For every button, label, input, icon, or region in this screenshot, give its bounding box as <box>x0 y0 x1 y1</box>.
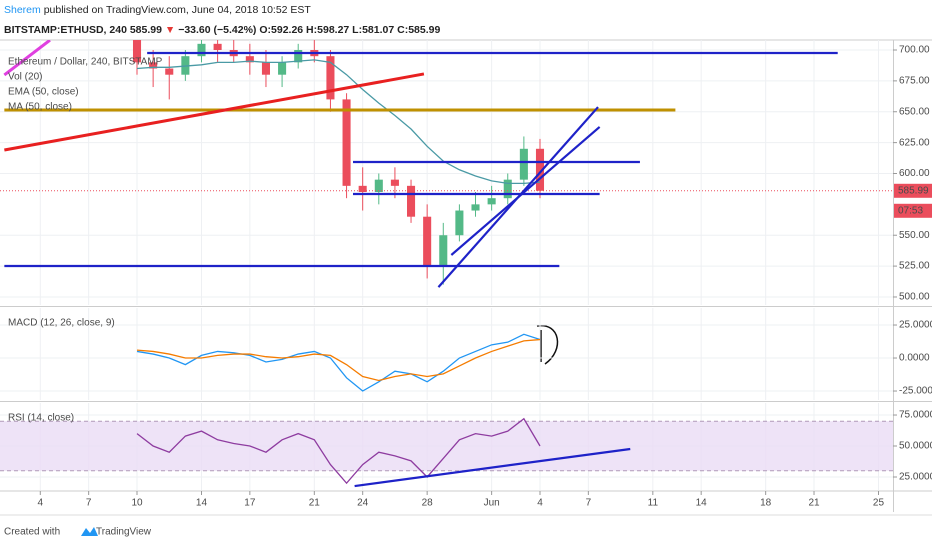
author[interactable]: Sherem <box>4 4 41 16</box>
candle-body <box>245 56 254 63</box>
change: −33.60 (−5.42%) <box>178 24 256 36</box>
footer-brand[interactable]: TradingView <box>96 527 152 538</box>
rsi-band <box>0 421 893 471</box>
candle-body <box>342 99 351 186</box>
symbol-line: BITSTAMP:ETHUSD, 240 585.99 ▼ −33.60 (−5… <box>4 24 440 36</box>
pane <box>0 308 893 400</box>
countdown-label: 07:53 <box>898 205 923 216</box>
y-tick-label: 525.00 <box>899 261 930 272</box>
series-line <box>136 338 541 382</box>
x-tick-label: Jun <box>484 498 500 509</box>
candle-body <box>471 204 480 211</box>
series-line <box>136 59 541 185</box>
candle-body <box>132 40 142 63</box>
arrow: ▼ <box>165 24 175 36</box>
countdown-tag <box>894 203 932 218</box>
symbol: BITSTAMP:ETHUSD, 240 <box>4 24 127 36</box>
header: Sherem published on TradingView.com, Jun… <box>4 4 311 16</box>
pane <box>0 40 893 305</box>
price: 585.99 <box>130 24 162 36</box>
x-tick-label: 18 <box>760 498 772 509</box>
y-tick-label: 625.00 <box>899 137 930 148</box>
candle-body <box>439 235 448 267</box>
x-tick-label: 10 <box>131 498 143 509</box>
x-tick-label: 17 <box>244 498 256 509</box>
candle-body <box>535 148 545 191</box>
footer-text: Created with <box>4 527 60 538</box>
candle-body <box>519 148 528 180</box>
x-tick-label: 7 <box>586 498 592 509</box>
trend-line <box>3 40 51 77</box>
candle-body <box>455 210 464 236</box>
x-tick-label: 4 <box>38 498 44 509</box>
pane-label: Vol (20) <box>8 72 42 83</box>
pane-label: RSI (14, close) <box>8 413 74 424</box>
y-tick-label: 675.00 <box>899 76 930 87</box>
trend-line <box>354 447 631 488</box>
candle-body <box>278 62 287 75</box>
x-tick-label: 28 <box>422 498 434 509</box>
y-tick-label: 600.00 <box>899 168 930 179</box>
trend-line <box>4 72 425 152</box>
x-tick-label: 7 <box>86 498 92 509</box>
candle-body <box>358 185 367 193</box>
y-tick-label: -25.0000 <box>899 386 932 397</box>
x-tick-label: 14 <box>196 498 208 509</box>
candle-body <box>374 179 383 193</box>
candle-body <box>149 62 158 69</box>
published: published on TradingView.com, June 04, 2… <box>44 4 312 16</box>
candle-body <box>503 179 512 199</box>
x-tick-label: 25 <box>873 498 885 509</box>
candle-body <box>213 43 222 51</box>
y-tick-label: 650.00 <box>899 106 930 117</box>
logo <box>81 527 98 536</box>
candle-body <box>407 185 416 217</box>
y-tick-label: 75.0000 <box>899 410 932 421</box>
y-tick-label: 0.0000 <box>899 353 930 364</box>
x-tick-label: 21 <box>309 498 321 509</box>
y-tick-label: 25.0000 <box>899 320 932 331</box>
pane-label: Ethereum / Dollar, 240, BITSTAMP <box>8 57 163 68</box>
y-tick-label: 700.00 <box>899 45 930 56</box>
candle-body <box>165 68 174 75</box>
series-line <box>136 417 541 485</box>
candle-body <box>487 198 496 205</box>
x-tick-label: 21 <box>808 498 820 509</box>
x-tick-label: 4 <box>537 498 543 509</box>
x-tick-label: 24 <box>357 498 369 509</box>
candle-body <box>197 43 206 57</box>
y-tick-label: 550.00 <box>899 230 930 241</box>
candle-body <box>294 50 303 63</box>
price-tag <box>894 183 932 198</box>
candle-body <box>390 179 399 186</box>
y-tick-label: 50.0000 <box>899 441 932 452</box>
y-tick-label: 500.00 <box>899 292 930 303</box>
series-line <box>136 333 541 392</box>
pane <box>0 403 893 490</box>
trend-line <box>450 126 601 256</box>
candle-body <box>326 56 335 100</box>
price-tag-label: 585.99 <box>898 185 929 196</box>
hand-drawing <box>536 325 559 365</box>
x-tick-label: 14 <box>696 498 708 509</box>
candle-body <box>261 62 270 75</box>
y-tick-label: 25.0000 <box>899 472 932 483</box>
candle-body <box>423 216 432 267</box>
pane-label: EMA (50, close) <box>8 87 79 98</box>
x-tick-label: 11 <box>648 498 659 509</box>
ohlc: O:592.26 H:598.27 L:581.07 C:585.99 <box>259 24 440 36</box>
pane-label: MA (50, close) <box>8 102 72 113</box>
pane-label: MACD (12, 26, close, 9) <box>8 318 115 329</box>
